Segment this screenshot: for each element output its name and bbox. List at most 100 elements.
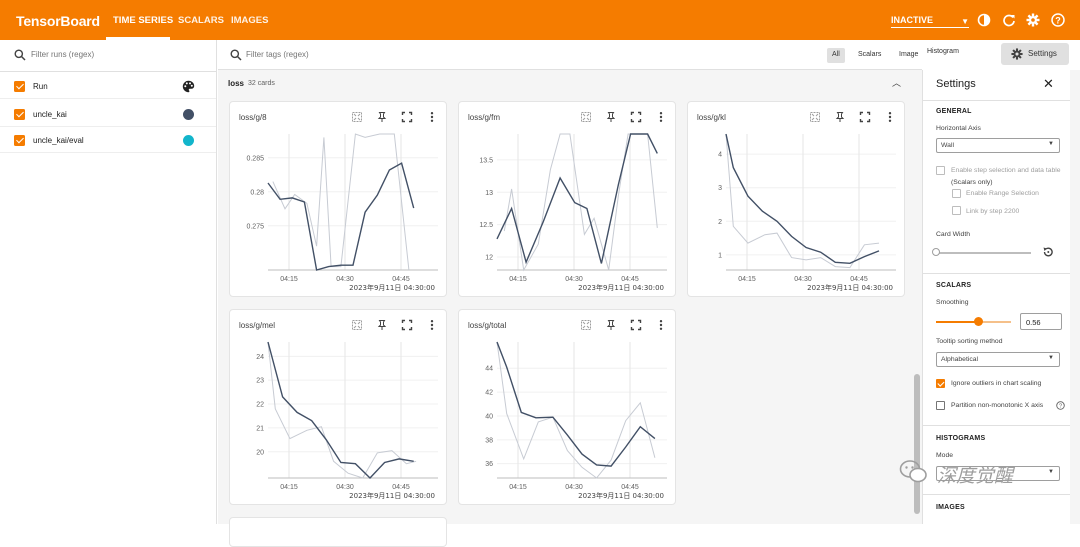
series-line	[496, 341, 656, 467]
link-by-step-checkbox[interactable]	[952, 206, 961, 215]
ignore-outliers-checkbox[interactable]	[936, 379, 945, 388]
tooltip-sort-select[interactable]: Alphabetical ▼	[936, 352, 1060, 367]
tab-time-series[interactable]: TIME SERIES	[113, 15, 174, 26]
fit-domain-icon[interactable]	[580, 319, 592, 331]
card-width-slider[interactable]	[936, 252, 1031, 254]
fit-domain-icon[interactable]	[580, 111, 592, 123]
more-vert-icon[interactable]	[426, 111, 438, 123]
line-chart[interactable]: 0.285 0.28 0.275 04:15 04:30 04:452023年9月11日 …	[230, 130, 448, 298]
theme-icon[interactable]	[976, 12, 992, 28]
palette-icon[interactable]	[182, 80, 195, 93]
run-checkbox[interactable]	[14, 81, 25, 92]
wechat-icon	[899, 460, 927, 483]
run-color-swatch[interactable]	[183, 135, 194, 146]
fit-domain-icon[interactable]	[351, 319, 363, 331]
filter-tab-scalars[interactable]: Scalars	[858, 51, 882, 58]
card-width-slider-thumb[interactable]	[932, 248, 940, 256]
run-color-swatch[interactable]	[183, 109, 194, 120]
tooltip-sort-label: Tooltip sorting method	[936, 338, 1003, 345]
filter-tab-all[interactable]: All	[827, 48, 845, 63]
chevron-up-icon[interactable]: ︿	[892, 78, 902, 88]
reset-icon[interactable]	[1042, 246, 1054, 258]
fullscreen-icon[interactable]	[630, 319, 642, 331]
chevron-down-icon: ▼	[1048, 355, 1054, 361]
divider	[923, 494, 1080, 495]
settings-button-label: Settings	[1028, 49, 1057, 58]
help-icon[interactable]: ?	[1050, 12, 1066, 28]
vertical-scrollbar[interactable]	[914, 374, 920, 514]
fullscreen-icon[interactable]	[630, 111, 642, 123]
section-scalars: SCALARS	[936, 282, 972, 289]
more-vert-icon[interactable]	[655, 319, 667, 331]
chevron-down-icon: ▼	[961, 17, 969, 26]
scalars-only-note: (Scalars only)	[951, 179, 993, 186]
run-checkbox[interactable]	[14, 135, 25, 146]
pin-icon[interactable]	[605, 111, 617, 123]
filter-tab-histogram[interactable]: Histogram	[927, 48, 959, 55]
runs-filter-input[interactable]: Filter runs (regex)	[31, 50, 95, 59]
run-checkbox[interactable]	[14, 109, 25, 120]
settings-button[interactable]: Settings	[1001, 43, 1069, 65]
partition-checkbox[interactable]	[936, 401, 945, 410]
run-row[interactable]: Run	[0, 73, 216, 99]
histogram-mode-select[interactable]: ▼	[936, 466, 1060, 481]
y-tick-label: 0.28	[250, 189, 264, 196]
horizontal-axis-select[interactable]: Wall ▼	[936, 138, 1060, 153]
scalar-card: loss/g/mel 24 23 22 21 20 04:15 04:30 04:45 2023…	[229, 309, 447, 505]
series-line	[725, 133, 880, 265]
y-tick-label: 23	[256, 378, 264, 385]
step-selection-checkbox[interactable]	[936, 166, 945, 175]
tags-filter-input[interactable]: Filter tags (regex)	[246, 50, 309, 59]
pin-icon[interactable]	[376, 111, 388, 123]
y-tick-label: 40	[485, 413, 493, 420]
run-row[interactable]: uncle_kai	[0, 101, 216, 127]
pin-icon[interactable]	[834, 111, 846, 123]
fit-domain-icon[interactable]	[809, 111, 821, 123]
more-vert-icon[interactable]	[655, 111, 667, 123]
refresh-icon[interactable]	[1001, 12, 1017, 28]
smoothing-input[interactable]: 0.56	[1020, 313, 1062, 330]
plugin-dropdown[interactable]: INACTIVE ▼	[891, 15, 969, 28]
more-vert-icon[interactable]	[426, 319, 438, 331]
filter-tab-image[interactable]: Image	[899, 51, 919, 58]
ignore-outliers-label: Ignore outliers in chart scaling	[951, 380, 1042, 387]
more-vert-icon[interactable]	[884, 111, 896, 123]
y-tick-label: 0.285	[246, 155, 264, 162]
help-icon[interactable]: ?	[1056, 401, 1065, 410]
y-tick-label: 22	[256, 402, 264, 409]
card-width-label: Card Width	[936, 231, 970, 238]
series-line	[496, 341, 656, 479]
tab-images[interactable]: IMAGES	[231, 15, 269, 26]
fullscreen-icon[interactable]	[859, 111, 871, 123]
gear-icon[interactable]	[1025, 12, 1041, 28]
pin-icon[interactable]	[376, 319, 388, 331]
card-actions	[580, 111, 667, 123]
x-tick-label: 04:30	[565, 276, 583, 283]
fullscreen-icon[interactable]	[401, 111, 413, 123]
tab-scalars[interactable]: SCALARS	[178, 15, 224, 26]
close-icon[interactable]: ✕	[1043, 76, 1054, 91]
top-app-bar: TensorBoard TIME SERIES SCALARS IMAGES I…	[0, 0, 1080, 40]
x-tick-label: 04:15	[509, 276, 527, 283]
fullscreen-icon[interactable]	[401, 319, 413, 331]
fit-domain-icon[interactable]	[351, 111, 363, 123]
y-tick-label: 21	[256, 425, 264, 432]
card-group-header[interactable]: loss 32 cards ︿	[218, 72, 922, 94]
main-content: Filter tags (regex) All Scalars Image lo…	[218, 40, 922, 547]
app-brand: TensorBoard	[16, 13, 100, 29]
range-selection-label: Enable Range Selection	[966, 190, 1039, 197]
pin-icon[interactable]	[605, 319, 617, 331]
scalar-card: loss/g/total 44 42 40 38 36 04:15 04:30 04:45 20…	[458, 309, 676, 505]
run-name: uncle_kai/eval	[33, 136, 84, 145]
run-row[interactable]: uncle_kai/eval	[0, 127, 216, 153]
runs-filter[interactable]: Filter runs (regex)	[0, 40, 216, 72]
smoothing-slider[interactable]	[936, 317, 1011, 326]
series-line	[267, 162, 415, 271]
range-selection-checkbox[interactable]	[952, 189, 961, 198]
smoothing-slider-thumb[interactable]	[973, 317, 983, 326]
y-tick-label: 4	[718, 152, 722, 159]
